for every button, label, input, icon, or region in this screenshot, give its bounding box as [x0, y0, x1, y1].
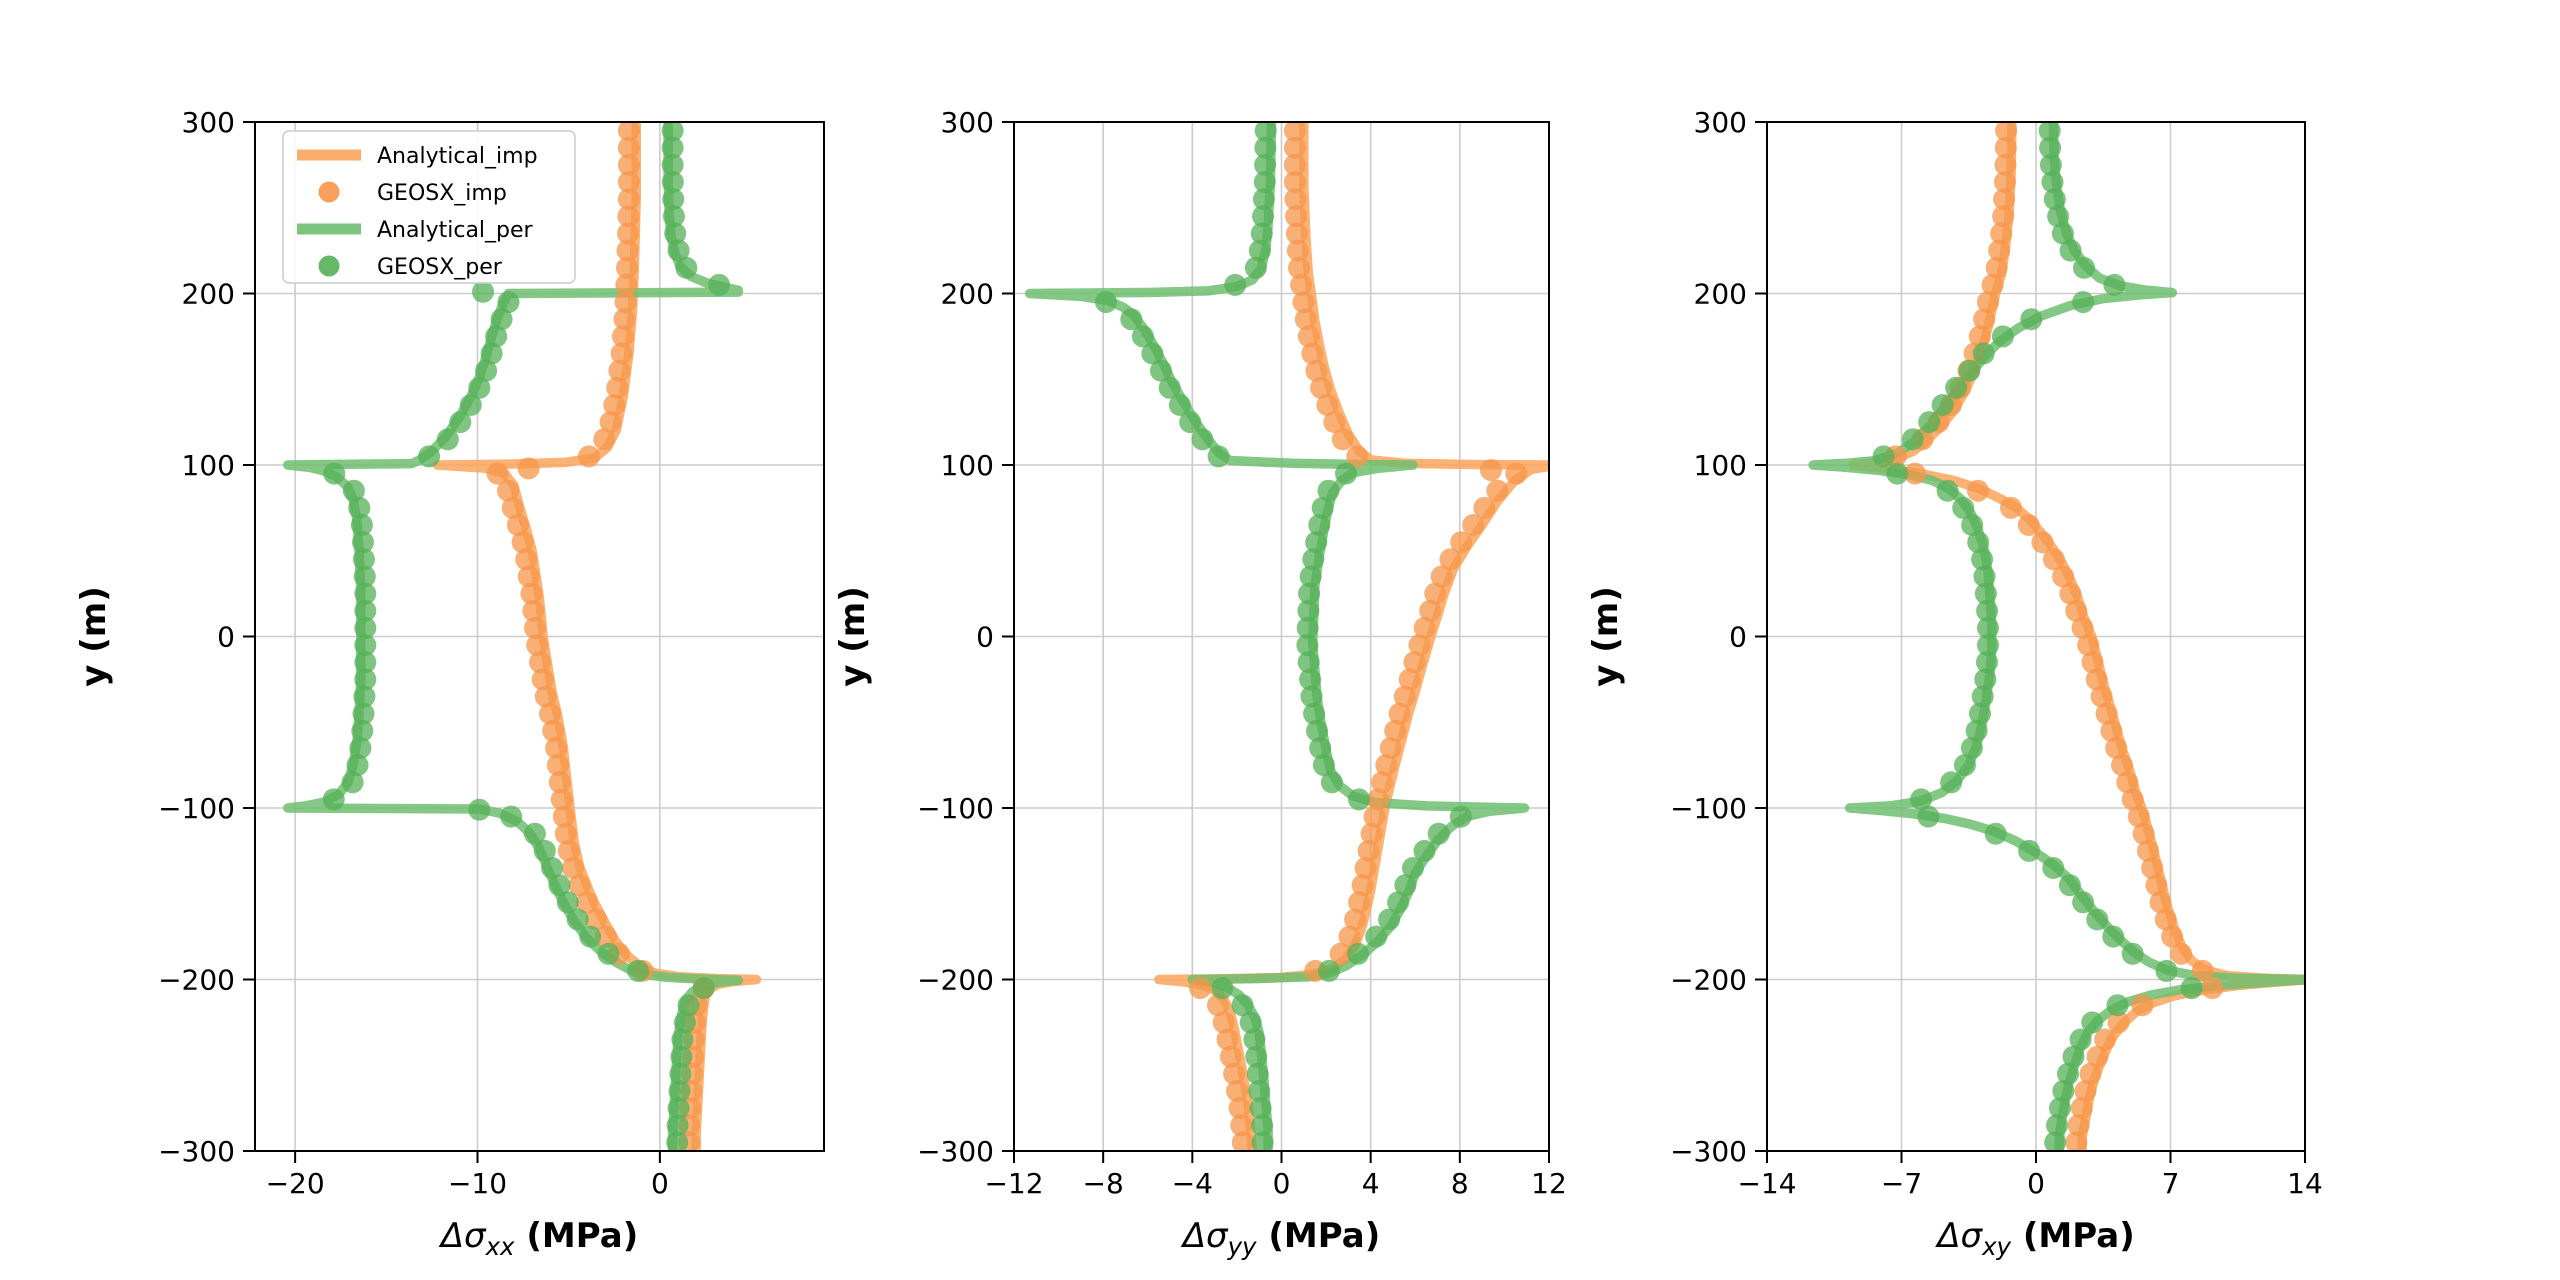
x-axis: −20 −10 0 — [266, 1151, 669, 1200]
subplot-delta_sigma_yy: −12 −8 −4 0 4 8 12 300 200 100 0 −100 −200 −300 Δσyy (… — [833, 106, 1567, 1261]
y-tick-label: 100 — [1694, 449, 1747, 482]
y-tick-label: −200 — [1670, 964, 1747, 997]
y-tick-label: 0 — [217, 621, 235, 654]
legend-item-Analytical_per: Analytical_per — [297, 218, 534, 243]
x-tick-label: 0 — [651, 1167, 669, 1200]
y-axis: 300 200 100 0 −100 −200 −300 — [917, 106, 1014, 1168]
legend-item-Analytical_imp: Analytical_imp — [297, 144, 538, 169]
y-axis-label: y (m) — [74, 586, 114, 687]
x-tick-label: −10 — [448, 1167, 507, 1200]
x-axis: −12 −8 −4 0 4 8 12 — [984, 1151, 1567, 1200]
y-tick-label: 0 — [1729, 621, 1747, 654]
grid — [1766, 121, 2306, 1152]
x-tick-label: −14 — [1737, 1167, 1796, 1200]
legend-dot-swatch — [318, 255, 340, 277]
x-tick-label: 4 — [1362, 1167, 1380, 1200]
y-tick-label: 100 — [182, 449, 235, 482]
x-tick-label: 7 — [2162, 1167, 2180, 1200]
x-tick-label: 14 — [2287, 1167, 2323, 1200]
legend-item-GEOSX_imp: GEOSX_imp — [318, 181, 507, 206]
y-tick-label: −100 — [1670, 792, 1747, 825]
x-tick-label: −8 — [1083, 1167, 1124, 1200]
x-tick-label: −4 — [1172, 1167, 1213, 1200]
x-axis-label: Δσyy (MPa) — [1180, 1216, 1380, 1261]
legend-label: GEOSX_per — [377, 255, 503, 280]
x-axis-label: Δσxx (MPa) — [438, 1216, 638, 1261]
y-tick-label: −300 — [1670, 1135, 1747, 1168]
y-tick-label: 300 — [941, 106, 994, 139]
legend-label: GEOSX_imp — [377, 181, 507, 206]
y-tick-label: −100 — [158, 792, 235, 825]
y-tick-label: −100 — [917, 792, 994, 825]
y-tick-label: 300 — [182, 106, 235, 139]
x-tick-label: 0 — [1273, 1167, 1291, 1200]
y-axis: 300 200 100 0 −100 −200 −300 — [158, 106, 255, 1168]
y-tick-label: −300 — [917, 1135, 994, 1168]
subplot-delta_sigma_xy: −14 −7 0 7 14 300 200 100 0 −100 −200 −300 Δσxy (MPa… — [1586, 106, 2323, 1261]
series-dots-GEOSX_per — [1095, 122, 1472, 1151]
x-axis: −14 −7 0 7 14 — [1737, 1151, 2323, 1200]
x-tick-label: 12 — [1531, 1167, 1567, 1200]
legend-label: Analytical_per — [377, 218, 534, 243]
legend: Analytical_imp GEOSX_imp Analytical_per GEO… — [282, 130, 576, 284]
legend-label: Analytical_imp — [377, 144, 538, 169]
y-tick-label: −300 — [158, 1135, 235, 1168]
y-tick-label: 300 — [1694, 106, 1747, 139]
x-tick-label: −7 — [1881, 1167, 1922, 1200]
y-axis-label: y (m) — [1586, 586, 1626, 687]
y-tick-label: 0 — [976, 621, 994, 654]
legend-dot-swatch — [318, 181, 340, 203]
y-tick-label: 200 — [1694, 278, 1747, 311]
y-tick-label: −200 — [158, 964, 235, 997]
y-tick-label: 200 — [182, 278, 235, 311]
y-tick-label: 100 — [941, 449, 994, 482]
y-tick-label: −200 — [917, 964, 994, 997]
legend-item-GEOSX_per: GEOSX_per — [318, 255, 503, 280]
legend-box — [282, 130, 576, 284]
x-tick-label: 8 — [1451, 1167, 1469, 1200]
y-axis: 300 200 100 0 −100 −200 −300 — [1670, 106, 1767, 1168]
series-dots-GEOSX_per — [322, 122, 731, 1151]
grid — [1013, 121, 1550, 1152]
series-dots-GEOSX_imp — [1189, 122, 1528, 1151]
series-dots-GEOSX_per — [1872, 122, 2203, 1151]
x-tick-label: 0 — [2027, 1167, 2045, 1200]
x-tick-label: −20 — [266, 1167, 325, 1200]
x-axis-label: Δσxy (MPa) — [1934, 1216, 2134, 1261]
y-axis-label: y (m) — [833, 586, 873, 687]
x-tick-label: −12 — [984, 1167, 1043, 1200]
y-tick-label: 200 — [941, 278, 994, 311]
